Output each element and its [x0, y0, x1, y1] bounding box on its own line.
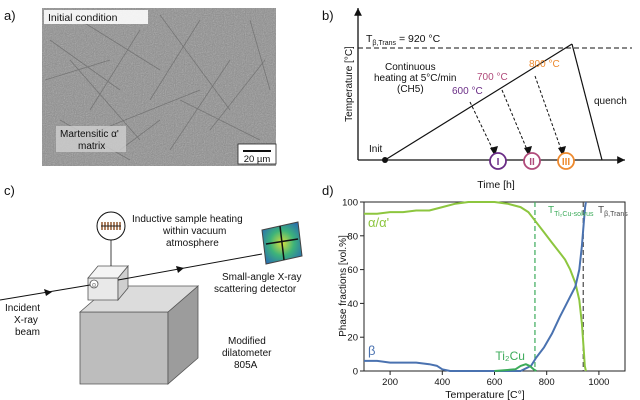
d-y-axis-label: Phase fractions [vol.%] — [338, 235, 349, 337]
panel-d: d) 200 400 600 800 1000 0 20 40 60 80 100 Phase fr… — [322, 183, 628, 400]
y-tick-label: 0 — [353, 367, 358, 378]
detector-beamstop — [265, 225, 299, 261]
marker-ii: II — [523, 152, 541, 170]
x-tick-label: 200 — [382, 377, 398, 388]
panel-c-label: c) — [4, 183, 15, 198]
heating-label-3: atmosphere — [166, 238, 219, 249]
panel-c: c) ⊙ Inductive sample hea — [0, 183, 303, 385]
beam-label-1: Incident — [5, 303, 40, 314]
y-tick-label: 40 — [347, 299, 358, 310]
temp-800-label: 800 °C — [529, 59, 560, 70]
marker-iii: III — [557, 152, 575, 170]
x-tick-label: 1000 — [588, 377, 609, 388]
series-label-beta: β — [368, 343, 375, 358]
panel-b: b) Temperature [°C] Time [h] Tβ,Trans = … — [322, 8, 632, 191]
heating-label-1: Inductive sample heating — [132, 214, 243, 225]
init-point — [382, 157, 388, 163]
caption-matrix: matrix — [78, 141, 105, 152]
temp-600-label: 600 °C — [452, 86, 483, 97]
beam-arrow-2 — [176, 266, 184, 273]
heating-label-1: Continuous — [385, 62, 436, 73]
beta-series-line — [364, 201, 587, 372]
panel-b-label: b) — [322, 8, 334, 23]
heating-ramp — [384, 43, 573, 161]
detector-label-1: Small-angle X-ray — [222, 272, 301, 283]
d-x-axis-label: Temperature [C°] — [445, 389, 525, 400]
alpha-series-line — [364, 201, 587, 372]
caption-initial-condition: Initial condition — [48, 12, 118, 24]
hold-arrow-600 — [469, 101, 495, 153]
dilatometer-label-2: dilatometer — [222, 348, 272, 359]
beam-window — [89, 279, 99, 289]
dilatometer-label-3: 805A — [234, 360, 258, 371]
beam-arrow-1 — [44, 289, 52, 296]
svg-text:I: I — [497, 157, 500, 168]
trans-label: Tβ,Trans — [598, 205, 628, 218]
ti2cu-series-line — [494, 363, 537, 372]
y-tick-label: 20 — [347, 333, 358, 344]
dilatometer-label-1: Modified — [228, 336, 266, 347]
hold-arrowhead-700 — [524, 146, 532, 156]
init-label: Init — [369, 144, 383, 155]
chamber-top — [87, 265, 129, 279]
caption-martensitic: Martensitic α' — [60, 129, 119, 140]
caption-box-bottom — [56, 126, 126, 152]
x-tick-label: 800 — [539, 377, 555, 388]
x-tick-label: 400 — [434, 377, 450, 388]
series-group — [364, 201, 587, 372]
hold-arrow-800 — [534, 75, 563, 153]
beam-label-3: beam — [15, 327, 40, 338]
y-tick-label: 100 — [342, 198, 358, 209]
panel-a: a) Initial condition Martensitic α' matr… — [4, 8, 277, 166]
quench-line — [571, 43, 603, 161]
hold-arrowhead-800 — [558, 146, 566, 156]
series-label-alpha: α/α' — [368, 215, 389, 230]
dilatometer-front — [79, 311, 169, 385]
y-tick-label: 60 — [347, 265, 358, 276]
b-y-axis-label: Temperature [°C] — [344, 46, 355, 122]
b-x-axis-label: Time [h] — [477, 179, 515, 191]
heating-label-2: within vacuum — [162, 226, 226, 237]
panel-a-label: a) — [4, 8, 16, 23]
caption-box-top — [44, 10, 148, 24]
panel-d-label: d) — [322, 183, 334, 198]
scattered-beam — [117, 253, 263, 281]
hold-arrowhead-600 — [490, 146, 498, 156]
temp-700-label: 700 °C — [477, 72, 508, 83]
y-tick-label: 80 — [347, 231, 358, 242]
hold-arrow-700 — [501, 89, 529, 153]
scale-bar-label: 20 µm — [244, 154, 271, 165]
heating-label-2: heating at 5°C/min — [374, 73, 456, 84]
quench-label: quench — [594, 96, 627, 107]
t-beta-label: Tβ,Trans = 920 °C — [366, 33, 441, 47]
beam-label-2: X-ray — [14, 315, 38, 326]
detector-label-2: scattering detector — [214, 284, 297, 295]
axis-ticks: 200 400 600 800 1000 0 20 40 60 80 100 — [342, 198, 609, 389]
window-glyph: ⊙ — [91, 283, 96, 289]
svg-text:III: III — [562, 157, 571, 168]
plot-frame — [363, 201, 626, 372]
marker-i: I — [489, 152, 507, 170]
svg-text:II: II — [529, 157, 535, 168]
scale-bar-box — [237, 143, 277, 165]
x-tick-label: 600 — [487, 377, 503, 388]
heating-label-3: (CH5) — [397, 84, 424, 95]
solvus-label: TTi₂Cu-solvus — [548, 205, 594, 218]
series-label-ti2cu: Ti₂Cu — [495, 349, 525, 363]
